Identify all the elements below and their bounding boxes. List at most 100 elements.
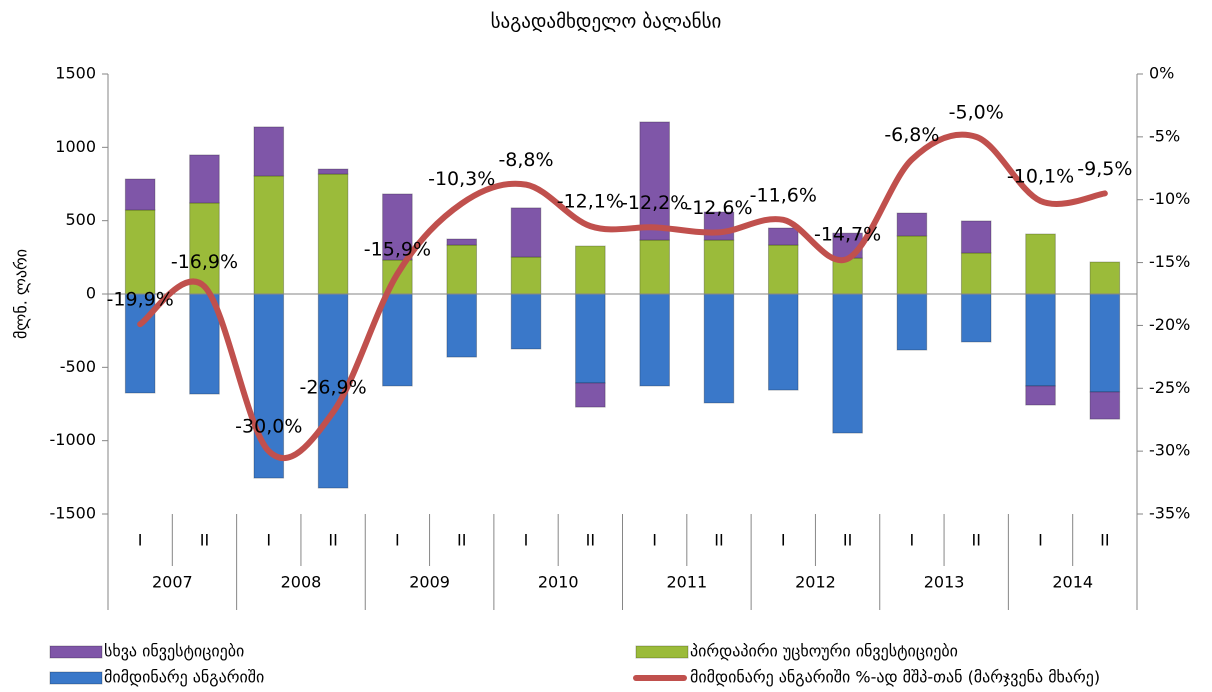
bar <box>510 207 542 258</box>
x-tick-label: I <box>266 531 271 550</box>
x-tick-label: II <box>200 531 209 550</box>
x-group-label: 2007 <box>152 573 193 592</box>
bar <box>189 202 220 295</box>
bar <box>575 245 606 295</box>
bar <box>382 293 413 387</box>
bar <box>189 293 220 395</box>
bar <box>124 209 156 295</box>
y-tick-label: 0 <box>86 284 96 303</box>
x-tick-label: II <box>328 531 337 550</box>
data-label: -16,9% <box>171 251 238 273</box>
bar <box>382 193 413 261</box>
legend-label: მიმდინარე ანგარიში <box>104 668 264 687</box>
legend-swatch <box>49 671 103 685</box>
bar <box>639 239 670 295</box>
data-label: -10,1% <box>1007 165 1074 187</box>
data-label: -12,1% <box>557 191 624 213</box>
bar <box>253 175 285 295</box>
data-label: -15,9% <box>364 238 431 260</box>
data-label: -30,0% <box>235 416 302 438</box>
line <box>137 131 1108 461</box>
bar <box>1025 233 1056 295</box>
y2-tick-label: -5% <box>1149 126 1180 145</box>
data-label: -10,3% <box>428 168 495 190</box>
bar <box>253 126 285 177</box>
x-group-label: 2008 <box>281 573 322 592</box>
data-label: -12,2% <box>621 192 688 214</box>
bar <box>1025 293 1056 387</box>
x-tick-label: I <box>1038 531 1043 550</box>
x-tick-label: I <box>138 531 143 550</box>
bar <box>703 293 735 404</box>
x-tick-label: II <box>586 531 595 550</box>
bar <box>446 244 478 295</box>
data-label: -8,8% <box>498 149 553 171</box>
legend-label: სხვა ინვესტიციები <box>104 642 244 661</box>
bar <box>124 178 156 211</box>
y-tick-label: 1500 <box>55 64 96 83</box>
x-tick-label: I <box>395 531 400 550</box>
y-tick-label: 500 <box>65 210 96 229</box>
bar <box>767 244 799 295</box>
y-tick-label: -500 <box>60 357 96 376</box>
bar <box>446 293 478 358</box>
x-group-label: 2014 <box>1052 573 1093 592</box>
y2-tick-label: -25% <box>1149 378 1190 397</box>
y2-tick-label: -20% <box>1149 315 1190 334</box>
bar <box>960 252 992 295</box>
y-tick-label: -1000 <box>50 430 97 449</box>
legend-label: პირდაპირი უცხოური ინვესტიციები <box>690 642 958 661</box>
x-group-label: 2013 <box>924 573 965 592</box>
y2-tick-label: -15% <box>1149 252 1190 271</box>
bar <box>960 293 992 343</box>
x-tick-label: I <box>910 531 915 550</box>
bar <box>510 293 542 350</box>
data-label: -12,6% <box>685 197 752 219</box>
bar <box>446 238 478 246</box>
bar <box>896 235 928 295</box>
legend-swatch <box>49 645 103 659</box>
bar <box>1025 385 1056 406</box>
legend-swatch <box>635 645 689 659</box>
bar <box>896 212 928 237</box>
bar <box>767 227 799 246</box>
x-tick-label: I <box>781 531 786 550</box>
bar <box>1089 261 1121 295</box>
chart-title: საგადამხდელო ბალანსი <box>491 11 722 33</box>
bar <box>832 257 863 295</box>
bar <box>1089 293 1121 393</box>
x-group-label: 2010 <box>538 573 579 592</box>
y-axis-title: მლნ. ლარი <box>12 249 31 339</box>
bar <box>317 173 349 295</box>
data-label: -14,7% <box>814 223 881 245</box>
y2-tick-label: -35% <box>1149 504 1190 523</box>
bar <box>960 220 992 254</box>
x-tick-label: I <box>652 531 657 550</box>
bar <box>639 121 670 241</box>
bar <box>510 256 542 295</box>
x-tick-label: II <box>1100 531 1109 550</box>
bar <box>1089 391 1121 420</box>
x-group-label: 2011 <box>666 573 707 592</box>
bar <box>896 293 928 351</box>
legend-label: მიმდინარე ანგარიში %-ად მშპ-თან (მარჯვენ… <box>690 668 1100 687</box>
bar <box>832 293 863 434</box>
bar <box>317 168 349 175</box>
x-tick-label: I <box>524 531 529 550</box>
bar <box>575 293 606 384</box>
x-tick-label: II <box>714 531 723 550</box>
y-tick-label: 1000 <box>55 137 96 156</box>
bar <box>703 239 735 295</box>
bar <box>639 293 670 387</box>
data-label: -6,8% <box>884 124 939 146</box>
x-group-label: 2009 <box>409 573 450 592</box>
data-label: -5,0% <box>949 101 1004 123</box>
y2-tick-label: -10% <box>1149 189 1190 208</box>
bar <box>189 154 220 204</box>
x-group-label: 2012 <box>795 573 836 592</box>
y2-tick-label: -30% <box>1149 441 1190 460</box>
y2-tick-label: 0% <box>1149 64 1174 83</box>
x-tick-label: II <box>457 531 466 550</box>
data-label: -19,9% <box>107 289 174 311</box>
